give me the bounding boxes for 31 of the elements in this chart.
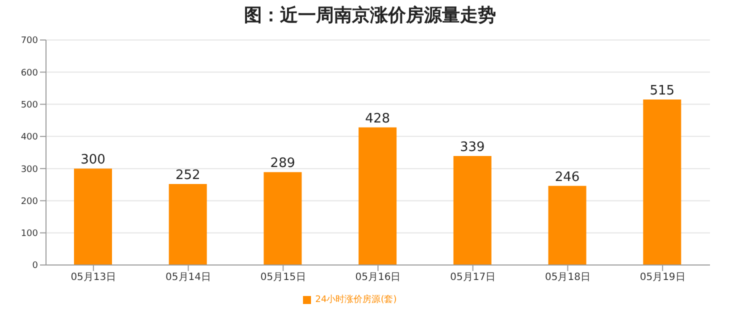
x-tick-label: 05月19日 [640,272,686,284]
x-tick-label: 05月16日 [355,272,401,284]
data-label: 300 [80,152,106,168]
y-tick-label: 500 [20,100,38,110]
bar [643,99,682,265]
y-tick-label: 200 [20,196,38,207]
legend-label: 24小时涨价房源(套) [315,295,397,305]
y-tick-label: 100 [20,229,38,240]
data-label: 246 [554,170,580,185]
x-tick-label: 05月14日 [166,272,212,284]
x-tick-label: 05月18日 [544,272,590,284]
bar [168,184,207,265]
bar [548,186,586,265]
data-label: 515 [650,83,675,98]
y-tick-label: 0 [32,261,38,272]
chart-title: 图：近一周南京涨价房源量走势 [243,4,497,28]
bar [358,127,397,265]
y-tick-label: 300 [20,164,38,175]
x-tick-label: 05月15日 [260,272,306,284]
data-label: 428 [365,111,390,126]
x-tick-label: 05月17日 [450,272,496,284]
data-label: 339 [460,140,485,156]
y-tick-label: 600 [20,68,38,78]
bar [453,156,492,265]
y-tick-label: 700 [20,36,38,46]
y-tick-label: 400 [20,132,38,143]
x-tick-label: 05月13日 [70,272,116,284]
bar [74,168,112,265]
data-label: 252 [175,168,200,183]
data-label: 289 [270,156,296,172]
bar [264,172,302,265]
